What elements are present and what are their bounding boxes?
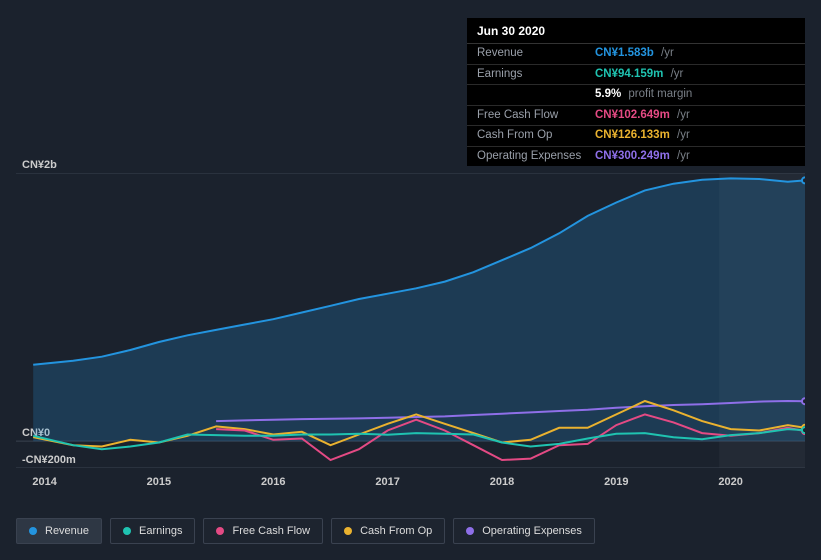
tooltip-row: 5.9% profit margin bbox=[467, 85, 805, 106]
tooltip-row: RevenueCN¥1.583b /yr bbox=[467, 44, 805, 65]
x-tick-label: 2017 bbox=[375, 476, 399, 488]
tooltip-row-label: Free Cash Flow bbox=[477, 110, 595, 122]
legend-label: Revenue bbox=[45, 525, 89, 537]
legend-dot-icon bbox=[123, 527, 131, 535]
tooltip-row-value: CN¥126.133m /yr bbox=[595, 130, 690, 142]
tooltip-row: EarningsCN¥94.159m /yr bbox=[467, 65, 805, 86]
x-axis-labels: 2014 2015 2016 2017 2018 2019 2020 bbox=[16, 476, 805, 492]
legend-item[interactable]: Revenue bbox=[16, 518, 102, 544]
tooltip-date: Jun 30 2020 bbox=[467, 18, 805, 44]
tooltip-row-label: Earnings bbox=[477, 69, 595, 81]
x-tick-label: 2018 bbox=[490, 476, 514, 488]
tooltip-row: Operating ExpensesCN¥300.249m /yr bbox=[467, 147, 805, 167]
legend-item[interactable]: Operating Expenses bbox=[453, 518, 595, 544]
x-tick-label: 2014 bbox=[32, 476, 56, 488]
legend-label: Cash From Op bbox=[360, 525, 432, 537]
tooltip-row: Free Cash FlowCN¥102.649m /yr bbox=[467, 106, 805, 127]
tooltip-row-value: CN¥300.249m /yr bbox=[595, 151, 690, 163]
legend-label: Earnings bbox=[139, 525, 182, 537]
legend-item[interactable]: Free Cash Flow bbox=[203, 518, 323, 544]
tooltip-row-value: CN¥1.583b /yr bbox=[595, 48, 674, 60]
y-tick-label: CN¥2b bbox=[22, 159, 57, 171]
x-tick-label: 2020 bbox=[718, 476, 742, 488]
tooltip-row-value: 5.9% profit margin bbox=[595, 89, 692, 101]
x-tick-label: 2019 bbox=[604, 476, 628, 488]
tooltip-row-label: Operating Expenses bbox=[477, 151, 595, 163]
tooltip-row-label: Cash From Op bbox=[477, 130, 595, 142]
legend-item[interactable]: Cash From Op bbox=[331, 518, 445, 544]
legend-label: Operating Expenses bbox=[482, 525, 582, 537]
tooltip-row-value: CN¥94.159m /yr bbox=[595, 69, 683, 81]
x-tick-label: 2016 bbox=[261, 476, 285, 488]
x-tick-label: 2015 bbox=[147, 476, 171, 488]
tooltip-body: RevenueCN¥1.583b /yrEarningsCN¥94.159m /… bbox=[467, 44, 805, 166]
tooltip-row: Cash From OpCN¥126.133m /yr bbox=[467, 126, 805, 147]
tooltip-row-value: CN¥102.649m /yr bbox=[595, 110, 690, 122]
chart-legend: Revenue Earnings Free Cash Flow Cash From O… bbox=[16, 518, 595, 544]
tooltip-row-label bbox=[477, 89, 595, 101]
chart-tooltip: Jun 30 2020 RevenueCN¥1.583b /yrEarnings… bbox=[467, 18, 805, 166]
tooltip-row-label: Revenue bbox=[477, 48, 595, 60]
legend-item[interactable]: Earnings bbox=[110, 518, 195, 544]
legend-dot-icon bbox=[344, 527, 352, 535]
legend-dot-icon bbox=[29, 527, 37, 535]
financial-chart: CN¥2bCN¥0-CN¥200m 2014201520162017201820… bbox=[16, 155, 805, 510]
legend-dot-icon bbox=[216, 527, 224, 535]
legend-label: Free Cash Flow bbox=[232, 525, 310, 537]
chart-plot-area[interactable] bbox=[16, 173, 805, 468]
legend-dot-icon bbox=[466, 527, 474, 535]
